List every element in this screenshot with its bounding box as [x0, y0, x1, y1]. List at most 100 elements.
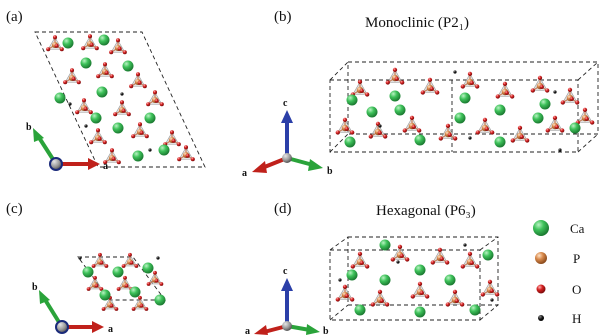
o-atom — [183, 145, 189, 150]
o-atom — [109, 74, 114, 79]
axis-label-b: b — [26, 122, 32, 133]
o-atom — [439, 256, 444, 262]
o-atom — [467, 251, 473, 257]
o-atom — [495, 94, 500, 99]
o-atom — [142, 84, 147, 89]
o-atom — [119, 100, 125, 105]
ca-atom — [379, 239, 391, 251]
ca-atom — [158, 144, 170, 156]
o-atom — [176, 142, 181, 147]
unit-cell-d — [329, 236, 499, 321]
axis-origin-d — [282, 321, 292, 331]
ca-atom — [98, 34, 110, 46]
o-atom — [344, 293, 349, 299]
o-atom — [177, 157, 182, 162]
o-atom — [385, 80, 390, 85]
o-atom — [102, 140, 107, 145]
o-atom — [490, 130, 495, 135]
o-atom — [104, 264, 109, 268]
o-atom — [46, 47, 51, 52]
h-atom — [156, 256, 160, 260]
o-atom — [99, 287, 104, 291]
h-atom — [78, 256, 82, 260]
o-atom — [152, 90, 158, 95]
ca-atom — [346, 269, 358, 281]
ca-atom — [494, 104, 506, 116]
axis-triad-b: c b a — [242, 98, 333, 179]
o-atom — [116, 160, 121, 165]
ca-atom — [142, 262, 154, 274]
o-atom — [469, 260, 474, 266]
o-atom — [154, 98, 159, 103]
o-atom — [537, 75, 543, 81]
legend: Ca P O H — [533, 220, 585, 326]
h-atom — [468, 136, 472, 140]
ca-atom — [80, 57, 92, 69]
o-atom — [409, 115, 415, 121]
o-atom — [480, 292, 485, 297]
o-atom — [122, 50, 127, 55]
o-atom — [405, 257, 410, 262]
o-atom — [185, 153, 190, 158]
o-atom — [454, 298, 459, 304]
ca-atom — [469, 304, 481, 316]
unit-cell-b — [329, 61, 599, 153]
ca-atom — [569, 122, 581, 134]
o-atom — [584, 116, 589, 122]
o-atom — [87, 34, 93, 39]
axis-origin-b — [282, 153, 292, 163]
o-atom — [109, 148, 115, 153]
o-atom — [590, 120, 595, 125]
o-atom — [390, 257, 395, 262]
o-atom — [81, 46, 86, 51]
o-atom — [350, 130, 355, 135]
o-atom — [109, 50, 114, 55]
o-atom — [575, 100, 580, 105]
o-atom — [400, 80, 405, 85]
o-atom — [93, 275, 97, 280]
panel-title-b: Monoclinic (P2₁) — [365, 15, 469, 31]
ca-atom — [344, 136, 356, 148]
o-atom — [502, 81, 508, 87]
o-atom — [484, 126, 489, 132]
o-atom — [438, 136, 443, 141]
ca-atom — [459, 92, 471, 104]
o-atom — [342, 284, 348, 290]
o-atom — [385, 302, 390, 307]
panel-title-d: Hexagonal (P6₃) — [376, 203, 476, 219]
o-atom — [146, 102, 151, 107]
o-atom — [552, 115, 558, 121]
legend-swatch-o — [536, 284, 546, 294]
ca-atom — [122, 60, 134, 72]
o-atom — [115, 38, 121, 43]
o-atom — [146, 282, 151, 286]
o-atom — [487, 279, 493, 285]
o-atom — [504, 90, 509, 96]
h-atom — [148, 148, 152, 152]
ca-atom — [154, 294, 166, 306]
o-atom — [569, 96, 574, 102]
o-atom — [134, 264, 139, 268]
ca-atom — [532, 112, 544, 124]
o-atom — [91, 264, 96, 268]
o-atom — [425, 294, 430, 299]
o-atom — [344, 126, 349, 132]
o-atom — [94, 46, 99, 51]
o-atom — [482, 117, 488, 123]
o-atom — [54, 43, 59, 48]
o-atom — [357, 79, 363, 85]
o-atom — [582, 107, 588, 113]
axis-label-a: a — [103, 161, 108, 172]
o-atom — [453, 136, 458, 141]
panel-label-c: (c) — [6, 201, 23, 217]
structure-atoms-c — [78, 252, 166, 311]
o-atom — [104, 70, 109, 75]
o-atom — [545, 128, 550, 133]
o-atom — [159, 282, 164, 286]
ca-atom — [90, 112, 102, 124]
o-atom — [370, 302, 375, 307]
o-atom — [103, 160, 108, 165]
o-atom — [97, 136, 102, 141]
o-atom — [445, 260, 450, 265]
axis-origin-a — [49, 157, 63, 171]
